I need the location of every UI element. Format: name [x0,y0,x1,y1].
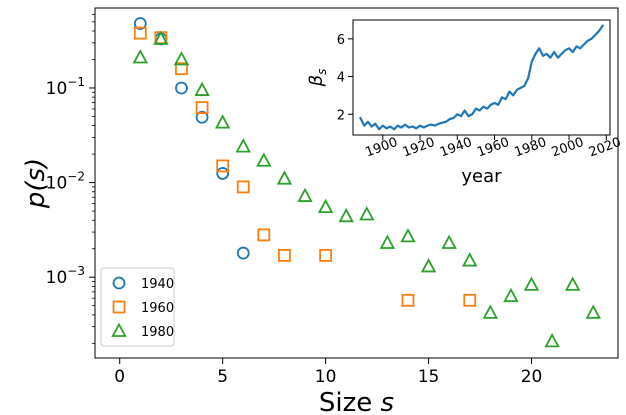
x-tick-label: 5 [217,367,228,387]
legend-marker-1980 [111,322,127,337]
point-1960-4 [195,101,209,115]
x-axis-title: Size s [319,388,394,415]
point-1980-19 [503,287,519,303]
point-1940-3 [175,81,188,95]
point-1980-21 [544,332,560,348]
point-1980-15 [420,258,437,273]
point-1980-8 [276,170,293,185]
inset-plot-frame [352,19,611,136]
legend-label-1940: 1940 [141,277,174,292]
point-1960-5 [216,159,230,173]
point-1980-18 [482,304,499,319]
y-tick-exponent: −2 [67,170,85,184]
y-tick-label: 10−1 [46,75,85,99]
legend-marker-1940 [112,276,126,290]
point-1980-20 [523,276,540,291]
inset-y-axis-title: βs [306,69,329,88]
point-1980-13 [379,234,396,249]
point-1960-10 [319,249,333,262]
point-1980-6 [235,138,251,153]
series-1940 [133,17,250,260]
y-tick-label: 10−2 [46,170,85,194]
point-1980-23 [585,304,601,319]
inset-x-tick-label: 1920 [401,135,437,160]
series-1960 [133,26,477,307]
point-1940-4 [195,110,209,124]
inset-y-tick-label: 2 [337,108,345,123]
inset-x-tick-label: 1900 [363,135,399,160]
inset-y-axis-title-symbol: β [306,75,327,88]
point-1960-14 [401,293,415,307]
point-1960-1 [133,26,147,40]
point-1980-22 [564,276,581,291]
inset-x-axis-title: year [461,166,502,187]
inset-y-tick-label: 4 [337,71,345,86]
inset-x-tick-label: 1980 [512,135,548,160]
inset-y-tick-label: 6 [337,33,345,48]
point-1960-17 [463,293,477,307]
point-1980-5 [214,114,231,129]
x-tick-label: 0 [114,367,125,387]
point-1980-2 [153,30,169,45]
series-1980 [132,30,601,348]
point-1980-10 [317,198,334,214]
point-1940-6 [236,246,250,260]
y-axis-title: p(s) [21,158,51,209]
inset-series-line [359,24,604,131]
point-1980-14 [400,227,416,243]
point-1960-6 [236,180,250,194]
legend-label-1980: 1980 [141,325,174,340]
inset-y-axis-title-subscript: s [315,69,329,75]
x-axis-title-word: Size [319,388,381,415]
y-tick-exponent: −1 [67,75,85,89]
point-1980-1 [132,49,149,64]
point-1940-5 [216,167,230,180]
point-1940-1 [133,17,147,30]
point-1980-9 [297,187,313,202]
x-tick-label: 20 [521,367,543,387]
x-tick-label: 15 [418,367,440,387]
point-1960-3 [175,62,188,76]
point-1980-4 [194,81,210,96]
point-1980-3 [173,51,190,66]
point-1980-17 [462,252,478,267]
y-tick-exponent: −3 [67,264,85,278]
point-1980-11 [338,207,354,223]
inset-x-tick-label: 1940 [438,135,474,160]
legend-marker-1960 [112,300,126,314]
point-1960-8 [278,249,291,262]
inset-x-tick-label: 1960 [475,135,511,160]
legend-label-1960: 1960 [141,301,174,316]
point-1980-16 [441,234,457,249]
x-tick-label: 10 [315,367,337,387]
inset-x-tick-label: 2000 [550,135,586,160]
point-1980-12 [359,206,375,221]
x-axis-title-symbol: s [381,388,395,415]
point-1960-7 [257,228,271,242]
y-tick-label: 10−3 [46,264,85,288]
point-1980-7 [256,152,272,167]
